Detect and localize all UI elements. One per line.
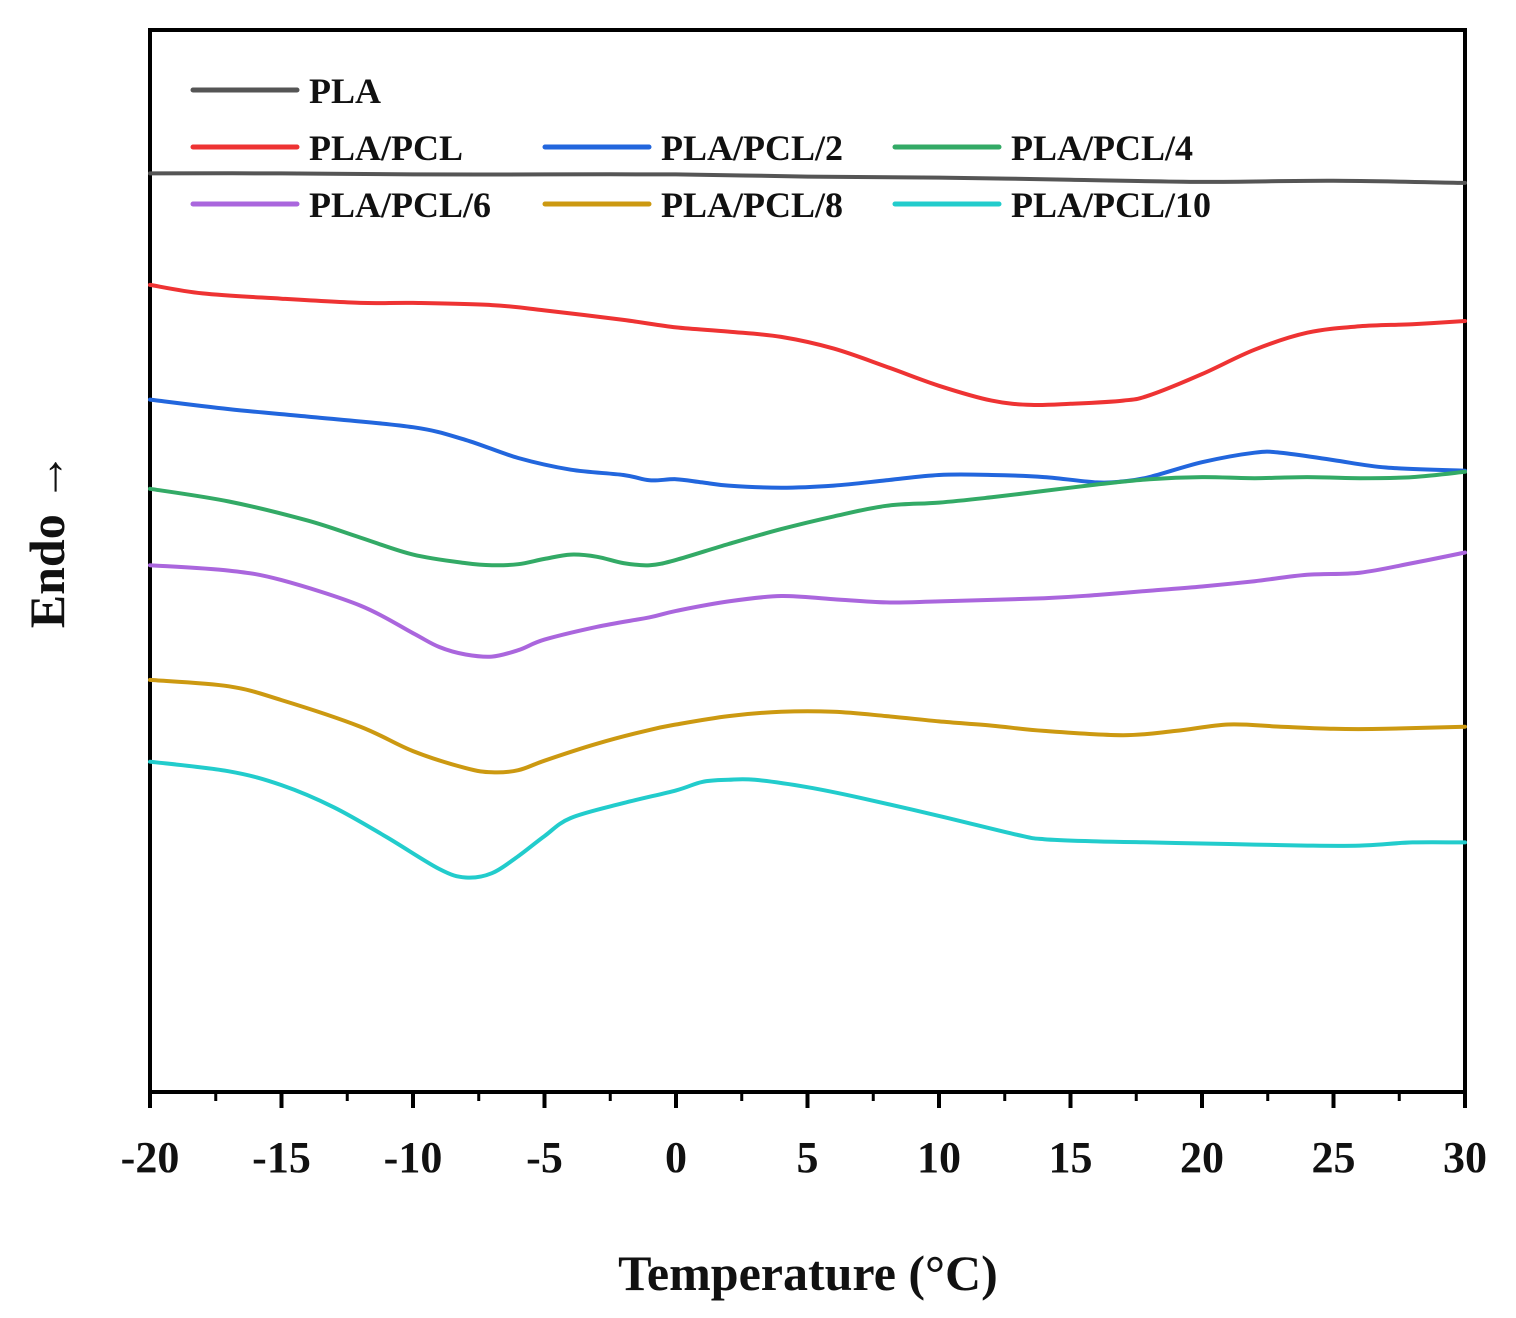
series-line-3 (148, 469, 1467, 568)
series-line-0 (148, 171, 1467, 185)
series-line-2 (148, 397, 1467, 490)
series-line-6 (148, 759, 1467, 880)
x-tick-label: 0 (665, 1133, 687, 1182)
legend-label-1: PLA/PCL (309, 128, 463, 168)
series-line-5 (148, 677, 1467, 775)
series-line-4 (148, 550, 1467, 659)
x-axis-title: Temperature (°C) (618, 1245, 998, 1301)
series-layer (148, 171, 1467, 880)
legend: PLA PLA/PCL PLA/PCL/2 PLA/PCL/4 PLA/PCL/6 PLA… (190, 71, 1211, 225)
x-tick-label: -15 (252, 1133, 311, 1182)
x-tick-label: -10 (384, 1133, 443, 1182)
legend-label-3: PLA/PCL/4 (1011, 128, 1193, 168)
x-tick-label: 15 (1049, 1133, 1093, 1182)
x-tick-label: 20 (1180, 1133, 1224, 1182)
legend-label-6: PLA/PCL/10 (1011, 185, 1211, 225)
x-tick-label: 30 (1443, 1133, 1487, 1182)
x-tick-label: -20 (121, 1133, 180, 1182)
x-tick-label: -5 (526, 1133, 563, 1182)
legend-label-2: PLA/PCL/2 (661, 128, 843, 168)
x-tick-label: 5 (797, 1133, 819, 1182)
y-axis-title: Endo → (19, 452, 75, 628)
legend-label-4: PLA/PCL/6 (309, 185, 491, 225)
series-line-1 (148, 282, 1467, 408)
legend-label-5: PLA/PCL/8 (661, 185, 843, 225)
x-tick-label: 10 (917, 1133, 961, 1182)
x-axis-ticks: -20 -15 -10 -5 0 5 10 15 20 25 30 (121, 1092, 1487, 1182)
legend-label-0: PLA (309, 71, 381, 111)
x-tick-label: 25 (1312, 1133, 1356, 1182)
